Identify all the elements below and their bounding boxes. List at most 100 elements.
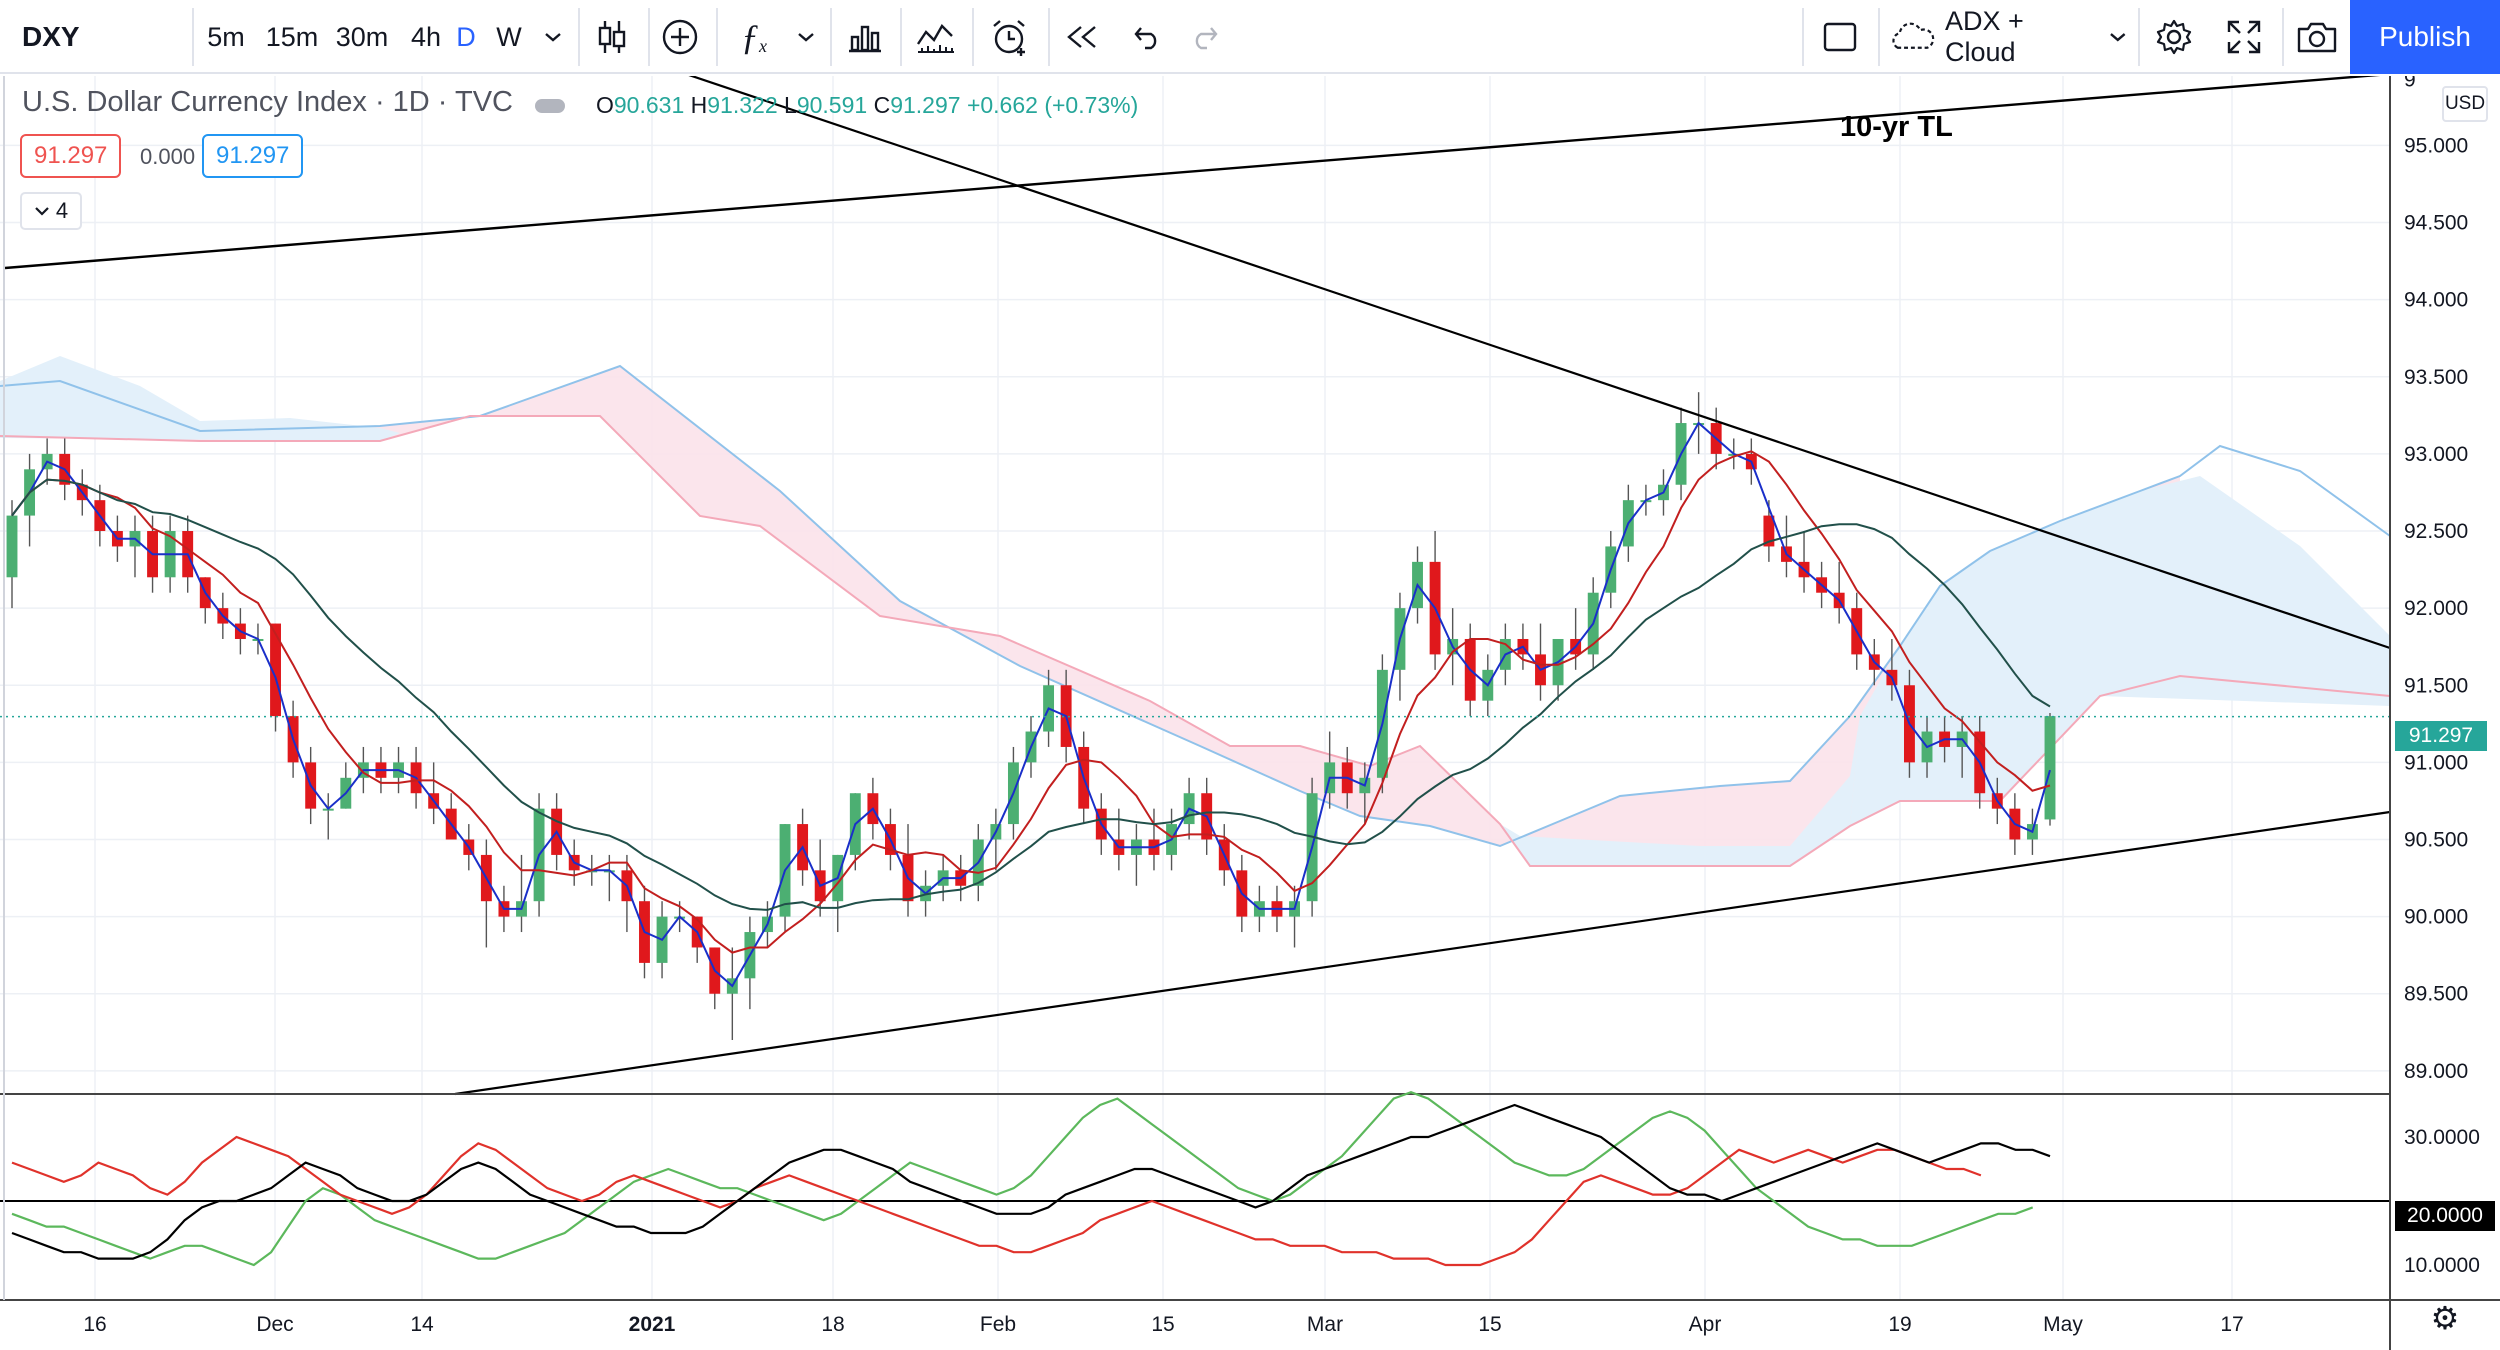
bar-chart-icon[interactable] xyxy=(836,0,894,74)
high-label: H xyxy=(690,92,708,118)
candles-icon[interactable] xyxy=(584,0,640,74)
price-tick-label: 94.000 xyxy=(2404,289,2468,312)
moving-averages xyxy=(0,421,2390,988)
camera-icon[interactable] xyxy=(2286,0,2348,74)
indicator-template-button[interactable]: ADX + Cloud xyxy=(1888,0,2128,74)
low-label: L xyxy=(784,92,797,118)
adx-level-label: 20.0000 xyxy=(2395,1201,2495,1231)
adx-tick-label: 10.0000 xyxy=(2404,1254,2480,1277)
interval-4h-button[interactable]: 4h xyxy=(410,21,442,52)
toolbar-divider xyxy=(648,8,650,66)
chevron-down-icon xyxy=(2110,33,2126,42)
legend-value-badge: 91.297 xyxy=(20,134,122,178)
moving-average-line xyxy=(11,478,2051,911)
candle-body xyxy=(2044,716,2056,820)
symbol-search-button[interactable]: DXY xyxy=(22,21,80,52)
toolbar-divider xyxy=(2282,8,2284,66)
toolbar-divider xyxy=(1802,8,1804,66)
toolbar-divider xyxy=(1048,8,1050,66)
candle-body xyxy=(6,515,18,578)
legend-value-badge: 91.297 xyxy=(202,134,304,178)
chevron-down-icon xyxy=(35,207,49,216)
cloud-span-b-line xyxy=(0,415,2391,867)
last-price-label: 91.297 xyxy=(2395,721,2487,751)
fullscreen-icon[interactable] xyxy=(2212,0,2276,74)
time-tick-label: 19 xyxy=(1888,1313,1911,1336)
toolbar-divider xyxy=(2138,8,2140,66)
adx-series-line xyxy=(11,1103,2051,1260)
ten-year-trendline xyxy=(4,76,2381,270)
toolbar-divider xyxy=(192,8,194,66)
time-tick-label: Mar xyxy=(1307,1313,1343,1336)
time-tick-label: May xyxy=(2043,1313,2083,1336)
price-tick-label: 93.500 xyxy=(2404,366,2468,389)
price-tick-label: 89.500 xyxy=(2404,983,2468,1006)
price-tick-label: 9 xyxy=(2404,76,2416,91)
toolbar-divider xyxy=(1878,8,1880,66)
bull-cloud-area xyxy=(1500,716,1860,866)
publish-button[interactable]: Publish xyxy=(2350,0,2500,74)
redo-icon[interactable] xyxy=(1176,0,1232,74)
legend-collapse-button[interactable]: 4 xyxy=(20,192,82,230)
legend-ohlc: O90.631 H91.322 L90.591 C91.297 +0.662 (… xyxy=(596,92,1138,119)
toolbar-divider xyxy=(972,8,974,66)
interval-30m-button[interactable]: 30m xyxy=(335,21,389,52)
interval-15m-button[interactable]: 15m xyxy=(265,21,319,52)
rectangle-icon[interactable] xyxy=(1810,0,1870,74)
cloud-icon xyxy=(1892,22,1935,49)
price-tick-label: 90.000 xyxy=(2404,906,2468,929)
time-tick-label: 15 xyxy=(1478,1313,1501,1336)
candle-body xyxy=(1763,515,1775,547)
time-tick-label: 15 xyxy=(1151,1313,1174,1336)
replay-icon[interactable] xyxy=(1054,0,1110,74)
undo-icon[interactable] xyxy=(1120,0,1176,74)
gear-icon[interactable] xyxy=(2142,0,2206,74)
indicators-chevron-down-icon[interactable] xyxy=(788,0,824,74)
price-tick-label: 93.000 xyxy=(2404,443,2468,466)
adx-pane xyxy=(0,1091,2390,1267)
price-tick-label: 91.000 xyxy=(2404,751,2468,774)
low-value: 90.591 xyxy=(796,92,868,118)
line-chart-icon[interactable] xyxy=(906,0,966,74)
currency-button[interactable]: USD xyxy=(2442,86,2488,122)
indicator-template-label: ADX + Cloud xyxy=(1944,6,2024,67)
resistance-trendline xyxy=(688,76,2391,650)
toolbar-divider xyxy=(578,8,580,66)
support-trendline xyxy=(454,810,2391,1096)
time-tick-label: 16 xyxy=(83,1313,106,1336)
alarm-icon[interactable] xyxy=(980,0,1040,74)
market-status-icon xyxy=(535,99,565,113)
interval-1w-button[interactable]: W xyxy=(496,21,522,52)
adx-series-line xyxy=(11,1091,2034,1267)
toolbar-divider xyxy=(900,8,902,66)
price-tick-label: 89.000 xyxy=(2404,1060,2468,1083)
cloud-span-a-line xyxy=(0,364,2391,848)
price-tick-label: 92.000 xyxy=(2404,597,2468,620)
time-tick-label: 17 xyxy=(2220,1313,2243,1336)
trendline-annotation[interactable]: 10-yr TL xyxy=(1840,111,1953,143)
interval-1d-button[interactable]: D xyxy=(456,21,476,52)
legend-title: U.S. Dollar Currency Index · 1D · TVC xyxy=(22,86,513,118)
open-label: O xyxy=(596,92,614,118)
gear-icon[interactable]: ⚙ xyxy=(2430,1300,2460,1336)
legend-value-text: 0.000 xyxy=(140,144,196,169)
bull-cloud-area xyxy=(1850,476,2390,826)
close-label: C xyxy=(873,92,891,118)
legend-collapse-count: 4 xyxy=(55,198,69,223)
candle-body xyxy=(270,623,281,717)
adx-tick-label: 30.0000 xyxy=(2404,1126,2480,1149)
toolbar-divider xyxy=(716,8,718,66)
change-value: +0.662 (+0.73%) xyxy=(966,92,1139,118)
interval-5m-button[interactable]: 5m xyxy=(207,21,245,52)
interval-dropdown-chevron-down-icon[interactable] xyxy=(535,0,571,74)
plus-circle-icon[interactable] xyxy=(652,0,708,74)
time-tick-label: Dec xyxy=(256,1313,293,1336)
chart-canvas[interactable]: 95.000 94.500 94.000 93.500 93.000 92.500 92.0… xyxy=(0,76,2500,1350)
time-tick-label: Apr xyxy=(1689,1313,1722,1336)
price-tick-label: 94.500 xyxy=(2404,212,2468,235)
time-tick-label: Feb xyxy=(980,1313,1016,1336)
bull-cloud-area xyxy=(0,356,400,441)
trendlines[interactable] xyxy=(4,76,2391,1096)
